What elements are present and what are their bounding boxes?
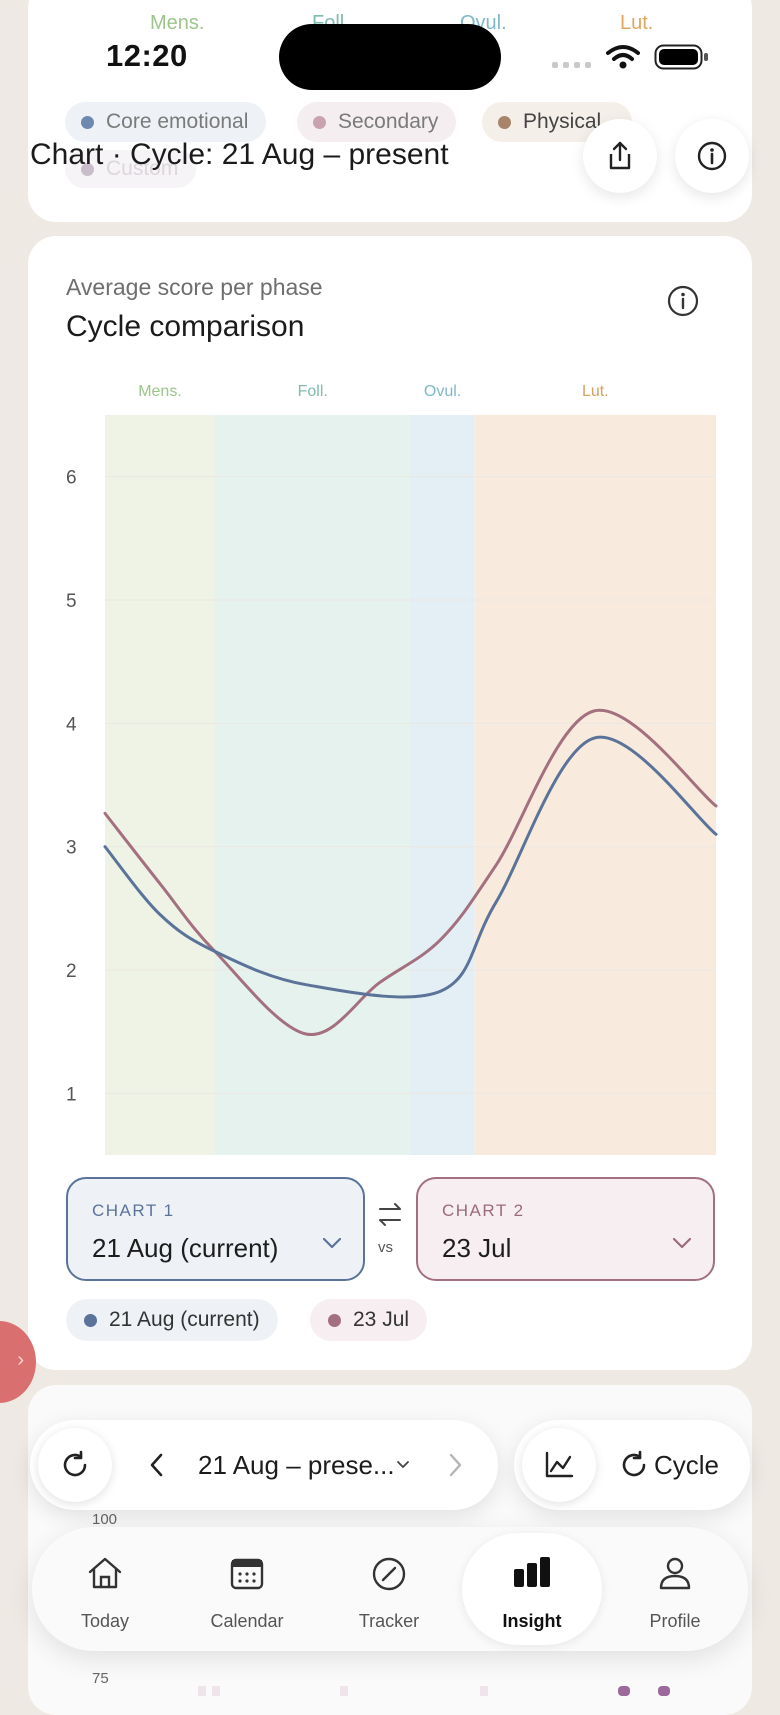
chevron-down-icon xyxy=(672,1237,692,1249)
color-dot xyxy=(84,1313,97,1327)
chip-secondary[interactable]: Secondary xyxy=(297,102,457,142)
refresh-icon xyxy=(63,1450,87,1477)
phase-band xyxy=(105,415,215,1155)
chip-label: Custom xyxy=(106,157,179,180)
range-toolbar: 21 Aug – prese... xyxy=(30,1420,498,1510)
bar-chart-icon xyxy=(514,1557,550,1587)
y-tick-label: 1 xyxy=(66,1084,77,1105)
tab-insight[interactable]: Insight xyxy=(462,1527,602,1651)
series-line xyxy=(103,708,718,1036)
phase-band xyxy=(214,415,411,1155)
tab-label: Profile xyxy=(649,1611,701,1631)
info-icon xyxy=(697,141,727,171)
legend-label: 23 Jul xyxy=(353,1308,410,1331)
calendar-icon xyxy=(230,1558,264,1590)
card-title: Cycle comparison xyxy=(66,310,305,343)
color-dot xyxy=(328,1313,341,1327)
phase-band xyxy=(474,415,716,1155)
lower-bars xyxy=(198,1686,670,1696)
chart1-value: 21 Aug (current) xyxy=(92,1233,279,1263)
chip-core-emotional[interactable]: Core emotional xyxy=(65,102,267,142)
series-line xyxy=(103,735,718,999)
tab-calendar[interactable]: Calendar xyxy=(182,1527,312,1651)
profile-icon xyxy=(659,1557,691,1590)
y-tick-label: 3 xyxy=(66,838,77,859)
y-tick-label: 2 xyxy=(66,961,77,982)
wifi-icon xyxy=(606,45,640,69)
home-icon xyxy=(88,1557,122,1589)
tab-label: Insight xyxy=(502,1611,562,1631)
info-button[interactable] xyxy=(675,119,749,193)
chip-label: Core emotional xyxy=(106,110,249,133)
refresh-button[interactable] xyxy=(38,1428,112,1502)
cycle-refresh-icon xyxy=(622,1450,646,1477)
share-button[interactable] xyxy=(583,119,657,193)
tracker-icon xyxy=(372,1557,406,1591)
status-time: 12:20 xyxy=(106,38,188,73)
tab-label: Calendar xyxy=(210,1611,284,1631)
phase-band xyxy=(410,415,475,1155)
chart-view-button[interactable] xyxy=(522,1428,596,1502)
card-subtitle: Average score per phase xyxy=(66,274,323,300)
phase-label: Mens. xyxy=(138,383,182,400)
range-selector[interactable]: 21 Aug – prese... xyxy=(198,1450,395,1480)
color-dot xyxy=(81,162,94,176)
color-dot xyxy=(498,115,511,129)
chevron-down-icon xyxy=(397,1461,409,1469)
y-tick-label: 6 xyxy=(66,468,77,489)
tab-bar: Today Calendar Tracker xyxy=(32,1527,748,1651)
chip-label: Secondary xyxy=(338,110,439,133)
vs-label: vs xyxy=(378,1239,393,1256)
phase-label-lut: Lut. xyxy=(620,12,654,34)
phase-label-mens: Mens. xyxy=(150,12,205,34)
swap-arrows-icon xyxy=(379,1203,401,1226)
comparison-info-button[interactable] xyxy=(664,282,702,325)
chevron-right-icon[interactable] xyxy=(446,1452,464,1478)
view-toolbar: Cycle xyxy=(514,1420,750,1510)
chevron-down-icon xyxy=(322,1237,342,1249)
share-icon xyxy=(609,141,631,170)
chart2-value: 23 Jul xyxy=(442,1233,512,1263)
comparison-chart: Mens. Foll. Ovul. Lut. 1 2 3 4 5 6 xyxy=(66,383,718,1155)
axis-tick-75: 75 xyxy=(92,1670,109,1687)
phase-label: Foll. xyxy=(298,383,328,400)
chevron-right-icon: › xyxy=(17,1349,24,1371)
legend-label: 21 Aug (current) xyxy=(109,1308,260,1331)
cycle-toggle-label[interactable]: Cycle xyxy=(654,1450,720,1480)
active-tab-highlight xyxy=(462,1533,602,1645)
tab-tracker[interactable]: Tracker xyxy=(324,1527,454,1651)
legend-previous: 23 Jul xyxy=(310,1299,428,1341)
dynamic-island xyxy=(279,24,501,90)
chart1-caption: CHART 1 xyxy=(92,1201,175,1220)
chip-custom[interactable]: Custom xyxy=(65,150,197,188)
chart2-selector[interactable]: CHART 2 23 Jul xyxy=(416,1177,715,1281)
chip-label: Physical xyxy=(523,110,602,133)
line-chart-icon xyxy=(545,1451,574,1478)
phase-label: Lut. xyxy=(582,383,609,400)
chevron-left-icon[interactable] xyxy=(148,1452,166,1478)
y-tick-label: 5 xyxy=(66,591,77,612)
axis-tick-100: 100 xyxy=(92,1511,118,1528)
info-icon xyxy=(667,285,699,317)
cellular-signal-icon xyxy=(552,62,591,68)
chart2-caption: CHART 2 xyxy=(442,1201,525,1220)
y-tick-label: 4 xyxy=(66,714,77,735)
legend-current: 21 Aug (current) xyxy=(66,1299,278,1341)
chart1-selector[interactable]: CHART 1 21 Aug (current) xyxy=(66,1177,365,1281)
tab-label: Today xyxy=(80,1611,130,1631)
color-dot xyxy=(313,115,326,129)
chart-cycle-title: Chart · Cycle: 21 Aug – present xyxy=(30,138,449,171)
swap-button[interactable] xyxy=(374,1200,406,1235)
tab-today[interactable]: Today xyxy=(40,1527,170,1651)
tab-label: Tracker xyxy=(358,1611,420,1631)
tab-profile[interactable]: Profile xyxy=(610,1527,740,1651)
phase-label: Ovul. xyxy=(424,383,461,400)
color-dot xyxy=(81,115,94,129)
battery-icon xyxy=(654,44,708,70)
